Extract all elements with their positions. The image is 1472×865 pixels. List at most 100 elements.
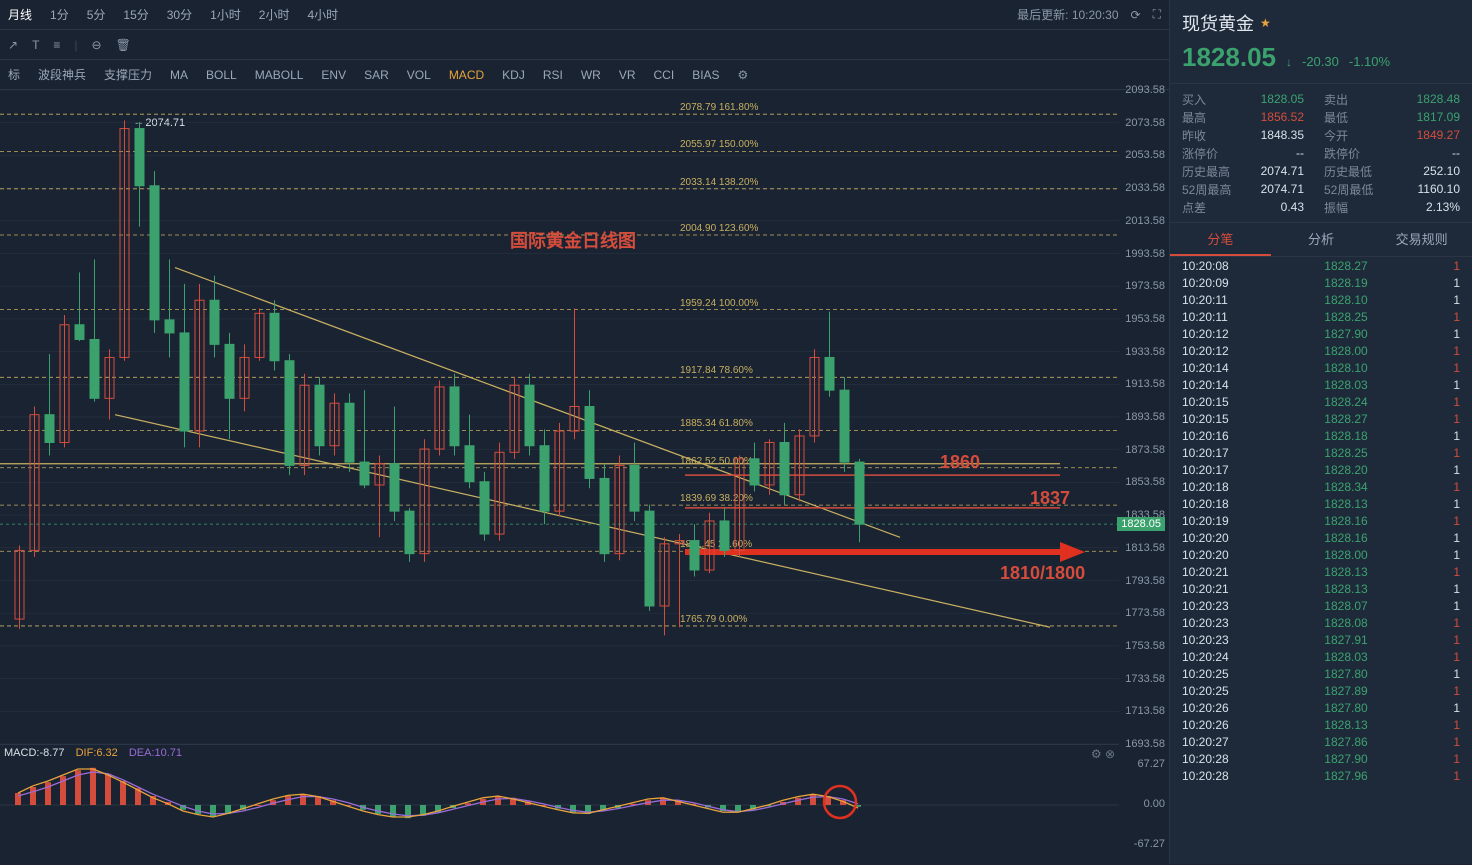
tick-row: 10:20:121827.901 xyxy=(1170,325,1472,342)
y-axis-tick: 1693.58 xyxy=(1125,738,1165,750)
price-annotation: 1810/1800 xyxy=(1000,563,1085,584)
indicator-ENV[interactable]: ENV xyxy=(321,68,346,82)
tick-row: 10:20:111828.101 xyxy=(1170,291,1472,308)
y-axis-tick: 1813.58 xyxy=(1125,542,1165,554)
indicator-VOL[interactable]: VOL xyxy=(407,68,431,82)
tick-row: 10:20:261827.801 xyxy=(1170,699,1472,716)
timeframe-2小时[interactable]: 2小时 xyxy=(259,6,290,23)
indicator-VR[interactable]: VR xyxy=(619,68,636,82)
indicator-MA[interactable]: MA xyxy=(170,68,188,82)
timeframe-toolbar: 月线 1分 5分 15分 30分 1小时 2小时 4小时 最后更新: 10:20:30 ⟳ ⛶ xyxy=(0,0,1169,30)
indicator-SAR[interactable]: SAR xyxy=(364,68,389,82)
current-price: 1828.05 xyxy=(1182,42,1276,73)
y-axis-tick: 1853.58 xyxy=(1125,476,1165,488)
y-axis-tick: 1953.58 xyxy=(1125,313,1165,325)
timeframe-30分[interactable]: 30分 xyxy=(167,6,192,23)
tick-row: 10:20:151828.271 xyxy=(1170,410,1472,427)
drawing-toolbar: ↗ T ≡ | ⊖ 🗑 xyxy=(0,30,1169,60)
tick-row: 10:20:171828.201 xyxy=(1170,461,1472,478)
tick-row: 10:20:181828.131 xyxy=(1170,495,1472,512)
y-axis-tick: 1793.58 xyxy=(1125,575,1165,587)
price-change-pct: -1.10% xyxy=(1349,54,1390,69)
tick-row: 10:20:241828.031 xyxy=(1170,648,1472,665)
price-annotation: 1837 xyxy=(1030,488,1070,509)
tick-row: 10:20:091828.191 xyxy=(1170,274,1472,291)
y-axis-tick: 2033.58 xyxy=(1125,182,1165,194)
tick-row: 10:20:231828.081 xyxy=(1170,614,1472,631)
undo-icon[interactable]: ⊖ xyxy=(92,38,102,52)
tick-row: 10:20:271827.861 xyxy=(1170,733,1472,750)
macd-y-tick: -67.27 xyxy=(1134,838,1165,850)
tick-row: 10:20:151828.241 xyxy=(1170,393,1472,410)
tick-row: 10:20:251827.891 xyxy=(1170,682,1472,699)
macd-settings-icon[interactable]: ⚙ xyxy=(1091,747,1102,761)
tick-row: 10:20:081828.271 xyxy=(1170,257,1472,274)
indicator-KDJ[interactable]: KDJ xyxy=(502,68,525,82)
tick-row: 10:20:181828.341 xyxy=(1170,478,1472,495)
tick-row: 10:20:171828.251 xyxy=(1170,444,1472,461)
timeframe-1小时[interactable]: 1小时 xyxy=(210,6,241,23)
indicator-MABOLL[interactable]: MABOLL xyxy=(255,68,304,82)
indicator-标[interactable]: 标 xyxy=(8,66,20,83)
fullscreen-icon[interactable]: ⛶ xyxy=(1153,7,1161,22)
tick-row: 10:20:211828.131 xyxy=(1170,580,1472,597)
tick-row: 10:20:211828.131 xyxy=(1170,563,1472,580)
macd-y-tick: 67.27 xyxy=(1137,758,1165,770)
delete-icon[interactable]: 🗑 xyxy=(116,38,131,52)
indicator-RSI[interactable]: RSI xyxy=(543,68,563,82)
timeframe-1分[interactable]: 1分 xyxy=(50,6,69,23)
tab-分笔[interactable]: 分笔 xyxy=(1170,223,1271,256)
chart-title-annotation: 国际黄金日线图 xyxy=(510,227,636,253)
y-axis-tick: 1973.58 xyxy=(1125,280,1165,292)
timeframe-15分[interactable]: 15分 xyxy=(123,6,148,23)
refresh-icon[interactable]: ⟳ xyxy=(1131,8,1141,22)
macd-y-tick: 0.00 xyxy=(1144,798,1165,810)
indicator-WR[interactable]: WR xyxy=(581,68,601,82)
chart-area[interactable]: 2078.79 161.80%2055.97 150.00%2033.14 13… xyxy=(0,90,1169,864)
timeframe-5分[interactable]: 5分 xyxy=(87,6,106,23)
instrument-name: 现货黄金 xyxy=(1182,10,1254,36)
timeframe-4小时[interactable]: 4小时 xyxy=(307,6,338,23)
tick-row: 10:20:141828.031 xyxy=(1170,376,1472,393)
timeframe-月线[interactable]: 月线 xyxy=(8,6,32,23)
price-annotation: 1860 xyxy=(940,452,980,473)
y-axis-tick: 1753.58 xyxy=(1125,640,1165,652)
y-axis-tick: 2093.58 xyxy=(1125,84,1165,96)
tick-row: 10:20:231828.071 xyxy=(1170,597,1472,614)
y-axis-tick: 1913.58 xyxy=(1125,378,1165,390)
indicator-BIAS[interactable]: BIAS xyxy=(692,68,719,82)
instrument-header: 现货黄金 ★ 1828.05 ↓ -20.30 -1.10% xyxy=(1170,0,1472,84)
tick-row: 10:20:161828.181 xyxy=(1170,427,1472,444)
tick-row: 10:20:261828.131 xyxy=(1170,716,1472,733)
y-axis-tick: 1713.58 xyxy=(1125,705,1165,717)
tick-row: 10:20:201828.161 xyxy=(1170,529,1472,546)
macd-labels: MACD:-8.77 DIF:6.32 DEA:10.71 xyxy=(4,747,182,759)
gear-icon[interactable]: ⚙ xyxy=(738,68,749,82)
tab-分析[interactable]: 分析 xyxy=(1271,223,1372,256)
tab-交易规则[interactable]: 交易规则 xyxy=(1371,223,1472,256)
indicator-BOLL[interactable]: BOLL xyxy=(206,68,237,82)
indicator-CCI[interactable]: CCI xyxy=(654,68,675,82)
tick-row: 10:20:281827.961 xyxy=(1170,767,1472,784)
measure-icon[interactable]: ≡ xyxy=(53,38,60,52)
price-change: -20.30 xyxy=(1302,54,1339,69)
down-arrow-icon: ↓ xyxy=(1286,55,1292,69)
macd-close-icon[interactable]: ⊗ xyxy=(1105,747,1115,761)
indicator-bar: 标波段神兵支撑压力 MABOLLMABOLLENVSARVOLMACDKDJRS… xyxy=(0,60,1169,90)
tick-row: 10:20:251827.801 xyxy=(1170,665,1472,682)
tick-list[interactable]: 10:20:081828.27110:20:091828.19110:20:11… xyxy=(1170,257,1472,864)
indicator-支撑压力[interactable]: 支撑压力 xyxy=(104,66,152,83)
tick-row: 10:20:191828.161 xyxy=(1170,512,1472,529)
arrow-icon[interactable]: ↗ xyxy=(8,38,18,52)
indicator-波段神兵[interactable]: 波段神兵 xyxy=(38,66,86,83)
star-icon[interactable]: ★ xyxy=(1260,16,1271,30)
tick-row: 10:20:121828.001 xyxy=(1170,342,1472,359)
y-axis-tick: 2073.58 xyxy=(1125,117,1165,129)
tick-row: 10:20:201828.001 xyxy=(1170,546,1472,563)
tick-row: 10:20:111828.251 xyxy=(1170,308,1472,325)
indicator-MACD[interactable]: MACD xyxy=(449,68,484,82)
quote-grid: 买入1828.05卖出1828.48最高1856.52最低1817.09昨收18… xyxy=(1170,84,1472,223)
text-icon[interactable]: T xyxy=(32,38,39,52)
sidebar: 现货黄金 ★ 1828.05 ↓ -20.30 -1.10% 买入1828.05… xyxy=(1169,0,1472,864)
last-update-label: 最后更新: 10:20:30 xyxy=(1017,6,1118,23)
